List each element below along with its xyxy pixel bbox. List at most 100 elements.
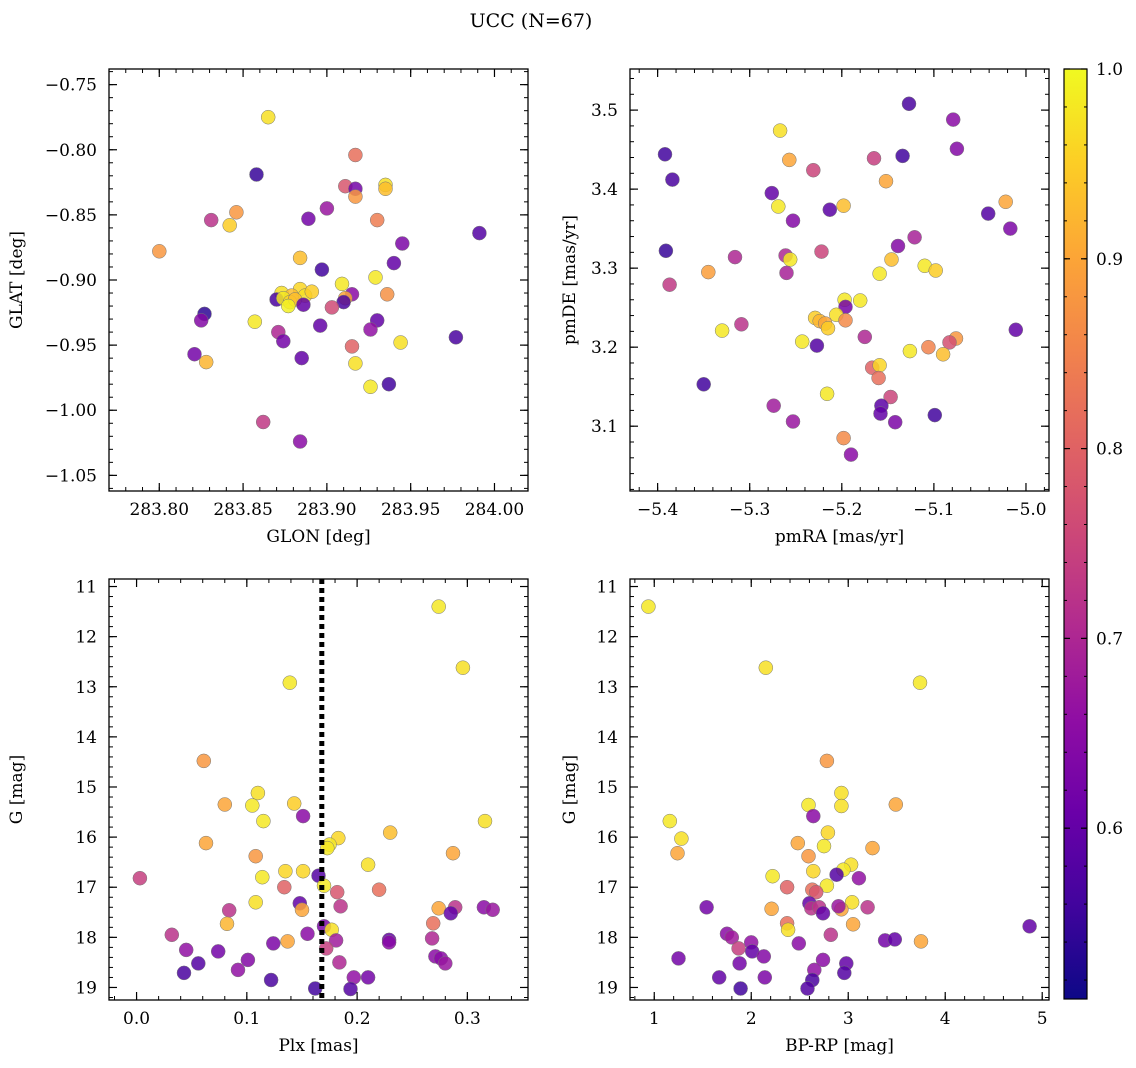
data-point	[425, 916, 441, 931]
data-point	[671, 951, 686, 966]
data-point	[665, 172, 680, 187]
data-point	[443, 906, 459, 921]
y-tick-label: 17	[75, 878, 97, 898]
colorbar-gradient	[1063, 68, 1088, 1000]
data-point	[221, 903, 237, 918]
y-tick-label: 15	[596, 778, 618, 798]
x-tick-label: 4	[940, 1009, 951, 1029]
data-point	[369, 212, 385, 228]
colorbar-tick-label: 0.8	[1096, 440, 1123, 460]
data-point	[198, 354, 214, 370]
data-point	[348, 189, 363, 204]
data-point	[314, 262, 330, 277]
data-point	[902, 343, 918, 359]
data-point	[662, 813, 678, 829]
data-point	[240, 952, 256, 968]
y-tick-label: 3.2	[591, 338, 618, 358]
data-point	[809, 338, 825, 353]
y-tick-label: 18	[596, 928, 618, 948]
data-point	[217, 797, 233, 812]
y-axis-label: pmDE [mas/yr]	[560, 215, 580, 345]
axes-frame	[629, 578, 1050, 1001]
y-tick-label: 3.4	[591, 180, 618, 200]
data-point	[280, 934, 295, 949]
data-point	[292, 250, 308, 266]
data-point	[819, 878, 835, 893]
data-point	[895, 148, 910, 164]
data-point	[176, 965, 192, 981]
data-point	[250, 785, 266, 801]
data-point	[248, 848, 263, 864]
data-point	[203, 212, 219, 228]
x-tick-label: 0.0	[123, 1009, 150, 1029]
y-tick-label: 13	[596, 678, 618, 698]
plot-area	[630, 69, 1049, 491]
data-point	[292, 434, 308, 449]
data-point	[860, 900, 875, 915]
data-point	[785, 414, 801, 429]
y-tick-label: 15	[75, 778, 97, 798]
data-point	[304, 284, 320, 299]
data-point	[312, 318, 328, 333]
data-point	[816, 838, 832, 854]
data-point	[343, 981, 358, 997]
data-point	[1008, 322, 1024, 338]
y-tick-label: −1.05	[45, 466, 97, 486]
data-point	[276, 333, 291, 349]
figure-title: UCC (N=67)	[470, 10, 593, 32]
data-point	[229, 205, 244, 220]
data-point	[662, 277, 677, 292]
data-point	[248, 895, 263, 910]
data-point	[714, 323, 730, 338]
data-point	[711, 970, 727, 985]
data-point	[866, 151, 882, 166]
data-point	[348, 356, 363, 371]
data-point	[294, 902, 310, 918]
axes-frame	[108, 578, 529, 1001]
data-point	[378, 181, 393, 197]
points-pm	[657, 96, 1024, 462]
data-point	[191, 956, 206, 971]
data-point	[245, 798, 260, 813]
data-point	[871, 370, 886, 386]
data-point	[255, 869, 270, 885]
data-point	[260, 109, 276, 125]
data-point	[836, 198, 851, 213]
data-point	[901, 96, 917, 112]
y-tick-label: 19	[596, 978, 618, 998]
data-point	[658, 243, 674, 259]
x-tick-label: −5.3	[729, 500, 770, 520]
data-point	[178, 942, 194, 958]
data-point	[945, 112, 961, 127]
y-tick-label: −0.95	[45, 336, 97, 356]
data-point	[831, 899, 846, 914]
data-point	[949, 141, 965, 157]
data-point	[800, 981, 815, 996]
x-tick-label: 2	[746, 1009, 757, 1029]
x-axis-label: BP-RP [mag]	[785, 1036, 894, 1056]
data-point	[363, 379, 378, 395]
data-point	[857, 329, 873, 345]
data-point	[263, 972, 279, 988]
data-point	[281, 298, 296, 314]
data-point	[887, 932, 903, 947]
data-point	[883, 389, 898, 405]
data-point	[431, 599, 446, 614]
data-point	[301, 211, 316, 227]
data-point	[733, 981, 748, 996]
points-glon-glat	[152, 109, 487, 449]
data-point	[386, 255, 402, 271]
data-point	[379, 287, 395, 302]
data-point	[808, 884, 824, 900]
y-tick-label: −0.80	[45, 141, 97, 161]
data-point	[782, 252, 798, 267]
data-point	[801, 848, 816, 864]
data-point	[247, 314, 263, 329]
data-point	[277, 879, 292, 895]
data-point	[295, 863, 311, 879]
y-tick-label: −0.85	[45, 206, 97, 226]
data-point	[363, 322, 378, 337]
data-point	[838, 313, 853, 328]
data-point	[785, 213, 801, 228]
